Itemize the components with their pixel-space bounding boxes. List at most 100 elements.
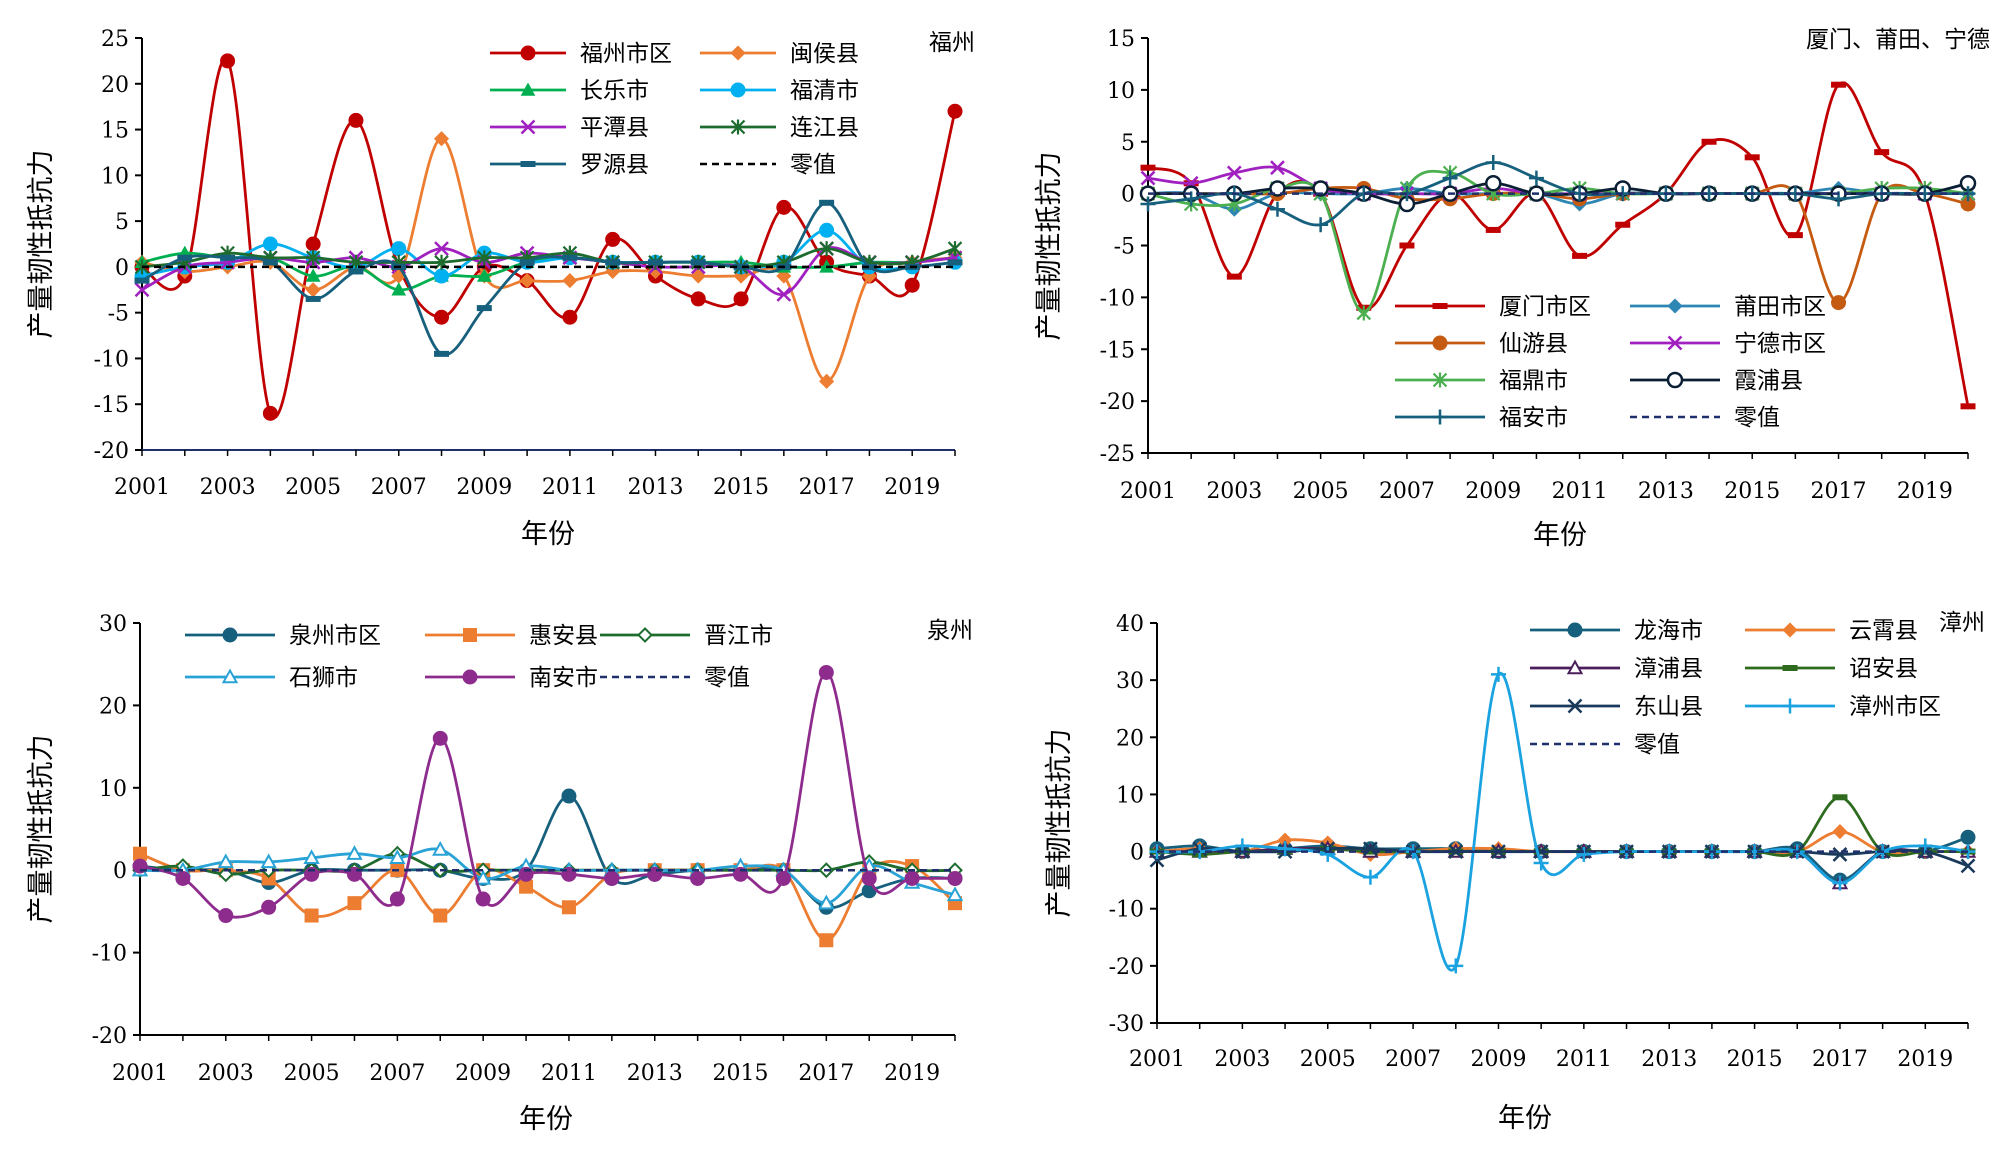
data-point <box>262 236 278 252</box>
x-tick-label: 2003 <box>1214 1047 1270 1072</box>
data-point <box>1226 273 1242 280</box>
data-point <box>391 282 407 296</box>
x-tick-label: 2007 <box>369 1061 425 1086</box>
data-point <box>305 295 321 302</box>
legend-item: 莆田市区 <box>1630 294 1826 320</box>
y-tick-label: 30 <box>1116 669 1144 694</box>
data-point <box>303 849 320 865</box>
legend-label: 莆田市区 <box>1734 294 1826 320</box>
legend-label: 福安市 <box>1499 405 1568 431</box>
y-tick-label: 25 <box>101 27 129 52</box>
legend-marker <box>1782 698 1798 714</box>
x-tick-label: 2015 <box>713 475 769 500</box>
y-tick-label: 0 <box>1121 183 1135 208</box>
legend-label: 漳浦县 <box>1634 656 1703 682</box>
data-point <box>433 131 450 147</box>
series-line <box>139 794 956 910</box>
data-point <box>1362 848 1378 855</box>
legend-marker <box>1432 303 1448 309</box>
data-point <box>947 259 963 266</box>
chart-panel-1: -20 -15 -10 -5 0 5 10 15 20 25 2001 2003 2005 2007 200… <box>26 27 975 550</box>
legend-item: 福州市区 <box>490 41 672 67</box>
legend-item: 长乐市 <box>490 78 649 104</box>
data-point <box>134 277 150 284</box>
series-3 <box>1148 840 1977 890</box>
x-tick-label: 2019 <box>884 475 940 500</box>
legend-marker <box>1567 698 1583 714</box>
legend-marker <box>463 628 477 642</box>
data-point <box>220 254 236 261</box>
data-point <box>1485 175 1502 192</box>
x-tick-label: 2005 <box>1300 1047 1356 1072</box>
legend-label: 平潭县 <box>580 115 649 141</box>
legend-label: 福鼎市 <box>1499 368 1568 394</box>
legend-marker <box>520 161 536 167</box>
data-point <box>818 664 834 680</box>
data-point <box>177 254 193 261</box>
data-point <box>1270 160 1285 176</box>
y-tick-label: -20 <box>1109 955 1144 980</box>
data-point <box>775 870 791 886</box>
data-point <box>776 286 792 302</box>
data-point <box>1832 794 1848 801</box>
legend-item: 漳州市区 <box>1745 694 1941 720</box>
y-tick-label: -5 <box>1114 235 1135 260</box>
data-point <box>432 841 449 856</box>
data-point <box>1149 852 1165 868</box>
data-point <box>562 273 578 289</box>
panel-title: 福州 <box>929 30 975 56</box>
x-tick-label: 2003 <box>198 1061 254 1086</box>
legend-item: 零值 <box>1630 405 1780 431</box>
legend-marker <box>730 45 746 61</box>
data-point <box>776 199 792 215</box>
data-point <box>819 373 835 389</box>
data-point <box>947 241 963 257</box>
data-point <box>217 853 234 869</box>
data-point <box>690 870 706 886</box>
data-point <box>305 250 321 266</box>
x-tick-label: 2009 <box>1465 479 1521 504</box>
x-tick-label: 2017 <box>1811 479 1867 504</box>
x-tick-label: 2015 <box>1727 1047 1783 1072</box>
data-point <box>1485 155 1501 170</box>
x-tick-label: 2001 <box>112 1061 168 1086</box>
data-point <box>1490 666 1506 682</box>
x-tick-label: 2001 <box>1129 1047 1185 1072</box>
y-axis-title: 产量韧性抵抗力 <box>26 150 57 339</box>
y-tick-label: -25 <box>1100 442 1135 467</box>
data-point <box>1269 201 1285 217</box>
data-point <box>134 282 150 298</box>
x-axis-title: 年份 <box>1498 1103 1552 1134</box>
data-point <box>1874 149 1890 156</box>
legend-label: 诏安县 <box>1849 656 1918 682</box>
y-tick-label: 10 <box>1116 783 1144 808</box>
data-point <box>220 53 236 69</box>
y-tick-label: 0 <box>1130 841 1144 866</box>
x-tick-label: 2001 <box>114 475 170 500</box>
data-point <box>391 241 407 257</box>
data-point <box>776 268 792 284</box>
legend-marker <box>637 627 653 643</box>
x-tick-label: 2017 <box>799 475 855 500</box>
y-tick-label: -20 <box>92 1024 127 1049</box>
legend-marker <box>1667 298 1683 314</box>
data-point <box>605 259 621 266</box>
data-point <box>519 273 535 289</box>
y-tick-label: 30 <box>99 612 127 637</box>
data-point <box>1363 841 1378 857</box>
series-line <box>1147 81 1970 407</box>
legend-item: 福清市 <box>700 78 859 104</box>
legend-marker <box>520 45 536 61</box>
legend-label: 厦门市区 <box>1499 294 1591 320</box>
data-point <box>476 268 492 282</box>
x-tick-label: 2005 <box>284 1061 340 1086</box>
x-tick-label: 2011 <box>542 475 598 500</box>
x-tick-label: 2019 <box>1897 1047 1953 1072</box>
data-point <box>562 254 578 261</box>
data-point <box>175 870 191 886</box>
legend-marker <box>520 82 536 96</box>
y-tick-label: 15 <box>1107 27 1135 52</box>
legend-item: 仙游县 <box>1395 331 1568 357</box>
legend-marker <box>1666 371 1684 389</box>
y-tick-label: 20 <box>99 694 127 719</box>
